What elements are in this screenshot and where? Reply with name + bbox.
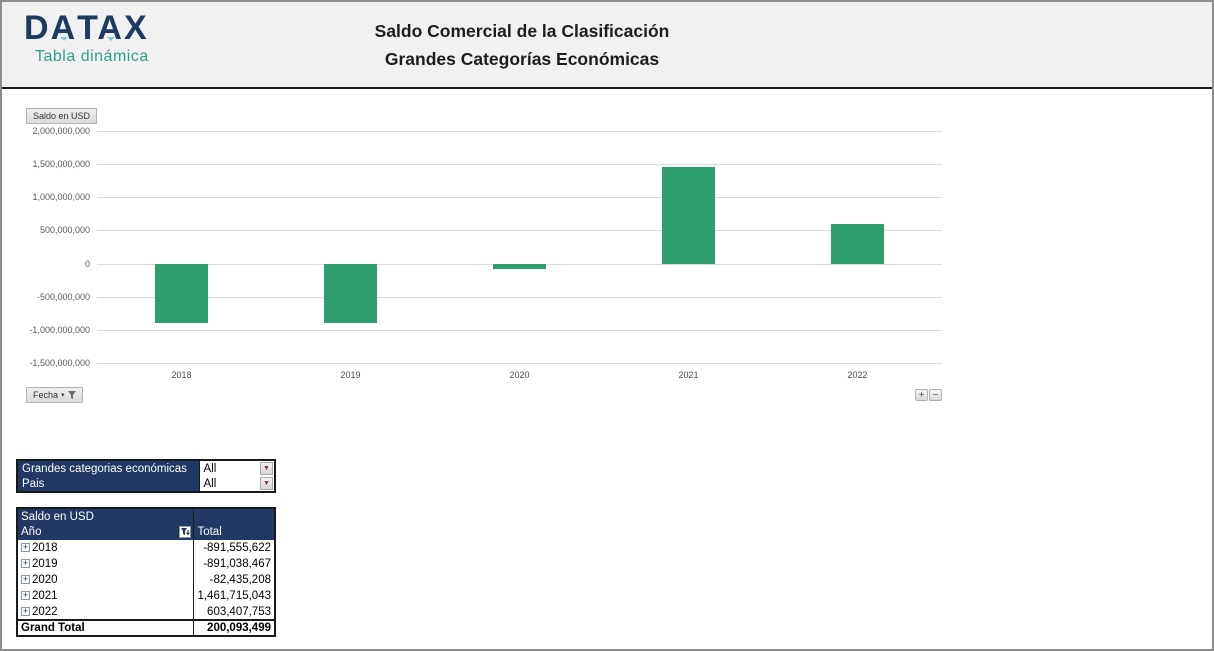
pivot-row-header: Año [17, 524, 194, 540]
filter-funnel-icon [67, 391, 76, 399]
filter-value-pais[interactable]: All ▼ [198, 476, 275, 492]
pivot-data-row: +2018 -891,555,622 [17, 540, 275, 556]
filter-selected-value: All [203, 477, 217, 490]
x-axis-label: 2018 [171, 370, 192, 380]
pivot-header-row: Año Total [17, 524, 275, 540]
logo-letter: A [97, 9, 124, 47]
year-cell: +2021 [17, 588, 194, 604]
logo-letter: T [77, 9, 98, 47]
chart-axis-field-button[interactable]: Fecha ▾ [26, 387, 83, 403]
y-axis-label: -500,000,000 [36, 291, 90, 302]
report-filter-table: Grandes categorias económicas All ▼ Pais… [16, 459, 276, 493]
year-label: 2019 [32, 558, 58, 570]
y-axis-label: 0 [84, 258, 90, 269]
pivot-data-row: +2021 1,461,715,043 [17, 588, 275, 604]
pivot-data-row: +2020 -82,435,208 [17, 572, 275, 588]
chart-collapse-button[interactable]: − [929, 389, 942, 401]
expand-plus-icon[interactable]: + [21, 574, 30, 584]
filter-selected-value: All [203, 462, 217, 475]
title-line-2: Grandes Categorías Económicas [384, 49, 660, 69]
bar-2018 [155, 263, 208, 323]
bar-2021 [662, 166, 715, 264]
expand-plus-icon[interactable]: + [21, 605, 30, 616]
grand-total-value: 200,093,499 [193, 619, 275, 636]
filter-funnel-icon [180, 527, 190, 535]
value-field-label: Saldo en USD [33, 111, 91, 121]
total-cell: 603,407,753 [193, 604, 275, 620]
filter-value-categories[interactable]: All ▼ [198, 460, 275, 476]
year-cell: +2018 [17, 540, 194, 556]
year-label: 2020 [32, 574, 58, 586]
year-cell: +2022 [17, 604, 194, 620]
year-cell: +2020 [17, 572, 194, 588]
pivot-data-row: +2022 603,407,753 [17, 604, 275, 620]
bar-2020 [493, 263, 546, 270]
y-axis-label: -1,000,000,000 [29, 324, 90, 335]
chart-value-field-button[interactable]: Saldo en USD [26, 108, 98, 124]
pivot-table: Saldo en USD Año Total +2018 -891,555,62… [16, 507, 276, 637]
gridline [97, 164, 942, 166]
total-cell: -891,555,622 [193, 540, 275, 556]
logo-letter: D [24, 9, 51, 47]
total-cell: -891,038,467 [193, 556, 275, 572]
year-cell: +2019 [17, 556, 194, 572]
datax-logo: DATAX Tabla dinámica [24, 8, 149, 66]
gridline [97, 329, 942, 331]
y-axis-label: 1,500,000,000 [32, 159, 90, 170]
gridline [97, 131, 942, 132]
gridline [97, 363, 942, 364]
chevron-down-icon: ▾ [61, 392, 65, 399]
grand-total-label: Grand Total [17, 619, 194, 636]
pivot-chart: 2,000,000,000 1,500,000,000 1,000,000,000 5… [2, 2, 1212, 422]
year-label: 2018 [32, 542, 58, 554]
y-axis-label: 1,000,000,000 [32, 192, 90, 203]
x-axis-label: 2019 [340, 370, 361, 380]
logo-wordmark: DATAX [24, 8, 149, 48]
gridline [97, 197, 942, 199]
y-axis-label: -1,500,000,000 [29, 358, 90, 368]
y-axis-label: 2,000,000,000 [32, 126, 90, 136]
filter-dropdown-button[interactable]: ▼ [260, 477, 273, 490]
chart-expand-button[interactable]: + [915, 389, 928, 401]
bar-2019 [324, 263, 377, 323]
x-axis-label: 2022 [847, 370, 868, 380]
filter-row-categories: Grandes categorias económicas All ▼ [17, 460, 275, 476]
page-title: Saldo Comercial de la Clasificación Gran… [2, 17, 1042, 73]
pivot-title-row: Saldo en USD [17, 508, 275, 524]
pivot-values-title: Saldo en USD [17, 508, 194, 524]
grand-total-row: Grand Total 200,093,499 [17, 619, 275, 636]
gridline [97, 230, 942, 232]
pivot-col-header: Total [193, 524, 275, 540]
gridline [97, 296, 942, 298]
row-header-label: Año [21, 526, 42, 538]
expand-plus-icon[interactable]: + [21, 558, 30, 568]
filter-row-pais: Pais All ▼ [17, 476, 275, 492]
filter-label-categories: Grandes categorias económicas [17, 460, 199, 476]
title-line-1: Saldo Comercial de la Clasificación [374, 21, 670, 41]
expand-plus-icon[interactable]: + [21, 542, 30, 552]
axis-field-label: Fecha [33, 390, 59, 400]
header-band: DATAX Tabla dinámica Saldo Comercial de … [2, 2, 1212, 89]
logo-subtitle: Tabla dinámica [35, 48, 149, 65]
filter-label-pais: Pais [17, 476, 199, 492]
bar-2022 [831, 223, 884, 264]
pivot-title-spacer [193, 508, 275, 524]
logo-letter: X [123, 9, 149, 47]
logo-letter: A [50, 9, 78, 47]
pivot-data-row: +2019 -891,038,467 [17, 556, 275, 572]
x-axis-label: 2020 [509, 370, 530, 380]
total-cell: -82,435,208 [193, 572, 275, 588]
year-label: 2022 [32, 605, 58, 618]
expand-plus-icon[interactable]: + [21, 590, 30, 600]
year-filter-button[interactable] [179, 526, 192, 538]
x-axis-label: 2021 [678, 370, 699, 380]
filter-dropdown-button[interactable]: ▼ [260, 462, 273, 475]
y-axis-label: 500,000,000 [39, 225, 90, 236]
year-label: 2021 [32, 590, 58, 602]
total-cell: 1,461,715,043 [193, 588, 275, 604]
